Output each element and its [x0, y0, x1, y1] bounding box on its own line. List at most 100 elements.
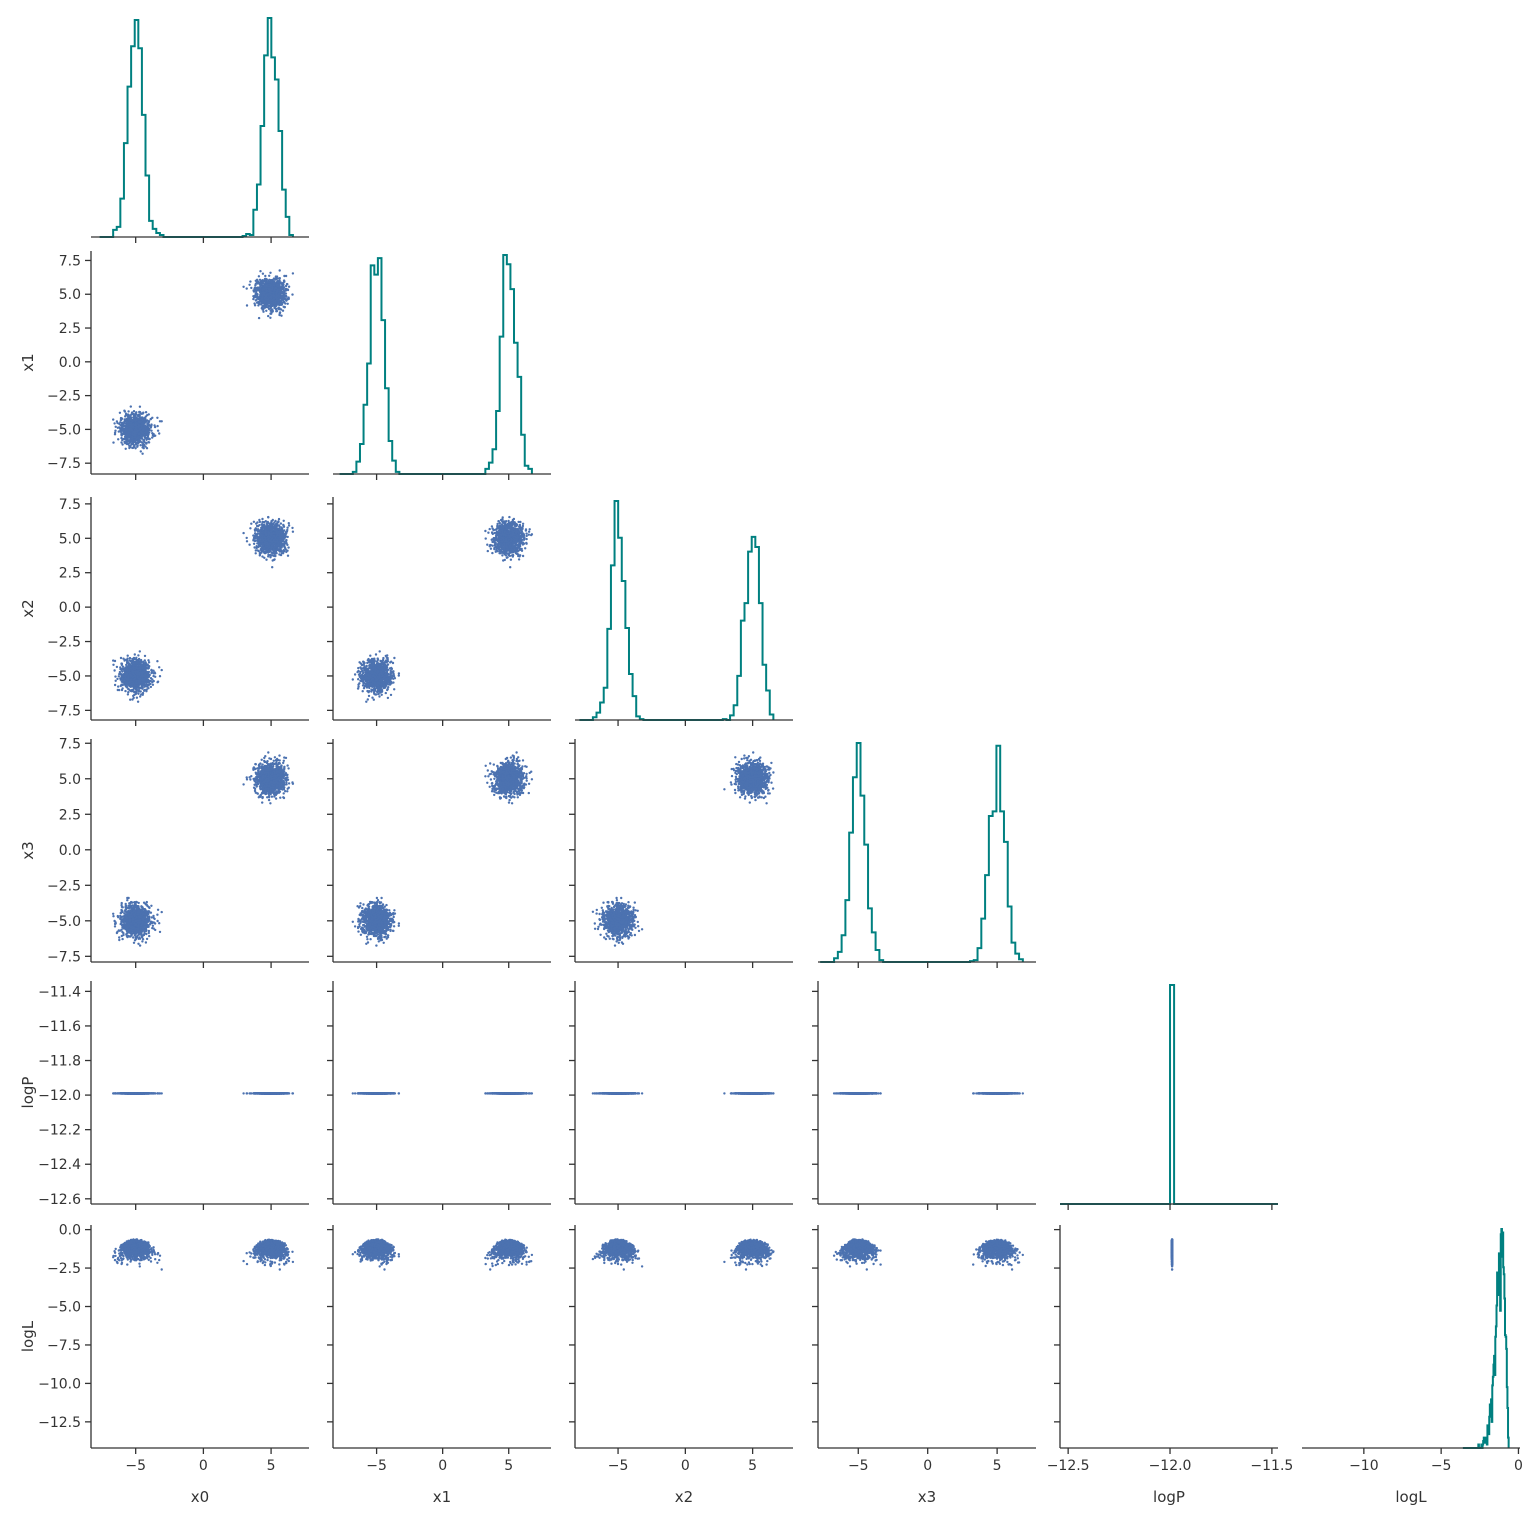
scatter-point [252, 536, 256, 539]
scatter-point [265, 551, 268, 554]
scatter-point [124, 437, 127, 440]
scatter-point [132, 412, 135, 416]
scatter-point [278, 311, 282, 314]
scatter-point [131, 657, 134, 661]
scatter-point [282, 550, 286, 553]
scatter-point [283, 306, 286, 309]
scatter-point [153, 424, 156, 427]
scatter-point [274, 296, 277, 299]
scatter-point [130, 660, 134, 664]
scatter-point [265, 298, 268, 301]
scatter-point [276, 281, 279, 284]
scatter-point [271, 286, 274, 290]
scatter-point [250, 286, 253, 290]
scatter-point [152, 433, 155, 436]
scatter-point [287, 285, 291, 288]
panel-x0-x2: −7.5−5.0−2.50.02.55.07.5 [47, 497, 309, 726]
scatter-point [276, 532, 279, 536]
scatter-point [362, 682, 365, 685]
scatter-point [133, 674, 137, 678]
scatter-point [127, 431, 130, 434]
scatter-point [141, 416, 144, 419]
scatter-point [351, 678, 354, 681]
scatter-point [272, 522, 275, 526]
scatter-point [138, 427, 142, 431]
scatter-point [278, 277, 281, 280]
scatter-point [139, 412, 142, 415]
scatter-point [133, 691, 136, 694]
scatter-point [280, 526, 283, 529]
scatter-point [274, 554, 277, 558]
scatter-point [123, 410, 127, 413]
scatter-point [132, 446, 135, 449]
scatter-point [262, 538, 265, 541]
scatter-point [118, 672, 121, 676]
scatter-point [271, 559, 274, 562]
scatter-point [257, 297, 261, 300]
scatter-point [264, 532, 268, 535]
scatter-point [274, 299, 277, 302]
scatter-point [285, 542, 288, 545]
scatter-point [144, 673, 147, 676]
scatter-point [129, 427, 132, 431]
scatter-point [253, 528, 257, 531]
y-tick-label: 2.5 [59, 566, 81, 582]
scatter-point [277, 524, 281, 527]
scatter-point [122, 437, 125, 441]
scatter-point [261, 272, 265, 275]
scatter-point [141, 666, 144, 670]
scatter-point [255, 528, 259, 531]
scatter-point [271, 566, 274, 569]
scatter-point [135, 411, 138, 414]
scatter-point [118, 422, 121, 426]
scatter-point [242, 285, 245, 288]
scatter-point [117, 675, 121, 678]
scatter-point [279, 281, 282, 284]
scatter-point [378, 695, 381, 698]
scatter-point [142, 689, 146, 692]
scatter-point [137, 432, 141, 436]
scatter-point [275, 538, 279, 541]
scatter-point [252, 542, 256, 545]
scatter-point [117, 438, 120, 441]
scatter-point [254, 549, 257, 552]
scatter-point [143, 431, 147, 434]
scatter-point [258, 544, 261, 548]
scatter-point [158, 420, 162, 423]
scatter-point [252, 539, 255, 542]
scatter-point [278, 269, 281, 272]
scatter-point [141, 678, 144, 681]
scatter-point [258, 554, 261, 557]
scatter-point [265, 548, 269, 551]
scatter-point [254, 279, 257, 282]
scatter-point [272, 277, 276, 280]
scatter-point [140, 675, 143, 678]
scatter-point [137, 654, 140, 657]
scatter-point [283, 280, 286, 283]
scatter-point [253, 304, 257, 307]
scatter-point [291, 526, 294, 530]
scatter-point [265, 293, 269, 297]
scatter-point [130, 440, 133, 443]
scatter-point [128, 446, 131, 450]
scatter-point [282, 525, 286, 528]
scatter-point [389, 693, 393, 697]
scatter-point [256, 280, 260, 283]
scatter-point [257, 538, 260, 541]
scatter-point [393, 656, 396, 660]
scatter-point [158, 432, 161, 435]
scatter-point [253, 286, 257, 289]
scatter-point [254, 552, 257, 555]
scatter-point [264, 300, 267, 304]
scatter-point [272, 304, 275, 307]
scatter-point [291, 293, 294, 296]
scatter-point [143, 419, 146, 422]
scatter-point [261, 297, 264, 300]
scatter-point [270, 537, 274, 540]
scatter-point [128, 434, 131, 437]
scatter-point [259, 548, 262, 551]
scatter-point [279, 538, 282, 541]
scatter-point [147, 421, 150, 424]
scatter-point [265, 558, 268, 561]
scatter-point [281, 537, 284, 540]
